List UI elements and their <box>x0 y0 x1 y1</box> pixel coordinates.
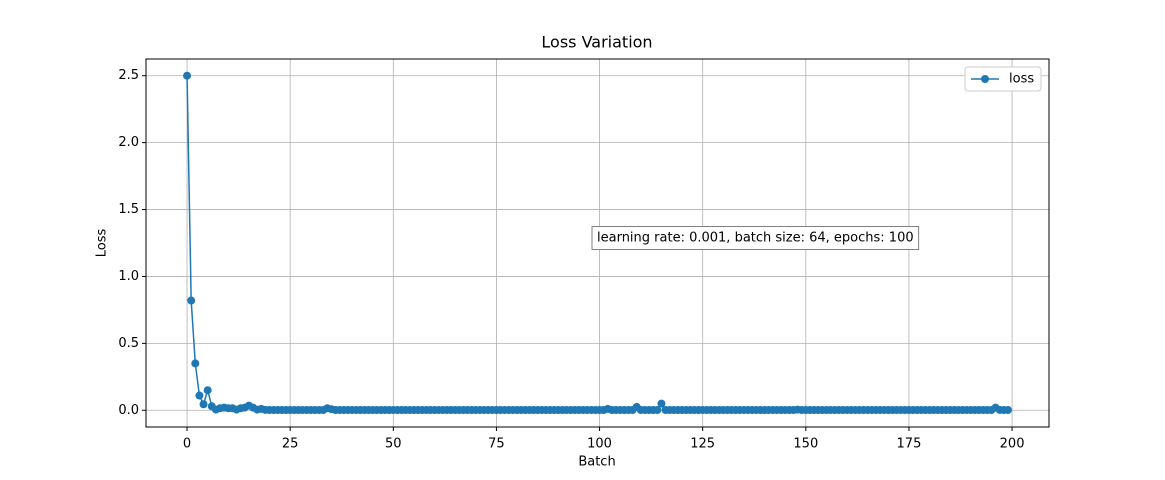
x-tick-label: 100 <box>587 437 612 452</box>
point <box>187 296 196 305</box>
legend-label: loss <box>1009 72 1034 87</box>
x-tick-label: 0 <box>183 437 191 452</box>
point <box>1003 406 1012 415</box>
point <box>203 386 212 395</box>
y-axis-label: Loss <box>95 229 110 258</box>
y-tick-label: 2.0 <box>118 135 139 150</box>
y-tick-label: 1.5 <box>118 202 139 217</box>
point <box>195 391 204 400</box>
x-tick-label: 50 <box>385 437 402 452</box>
x-axis-label: Batch <box>578 455 615 470</box>
point <box>183 71 192 80</box>
point <box>657 399 666 408</box>
annotation: learning rate: 0.001, batch size: 64, ep… <box>597 231 914 246</box>
legend-box <box>964 66 1042 92</box>
y-tick-label: 0.5 <box>118 336 139 351</box>
point <box>653 406 662 415</box>
x-tick-label: 150 <box>793 437 818 452</box>
x-tick-label: 25 <box>282 437 299 452</box>
y-tick-label: 0.0 <box>118 403 139 418</box>
plot-frame <box>145 58 1050 428</box>
x-tick-label: 125 <box>690 437 715 452</box>
x-tick-label: 200 <box>1000 437 1025 452</box>
x-tick-label: 75 <box>488 437 505 452</box>
annotation-box <box>591 226 920 250</box>
point <box>199 400 208 409</box>
point <box>191 359 200 368</box>
x-tick-label: 175 <box>897 437 922 452</box>
y-tick-label: 2.5 <box>118 68 139 83</box>
chart-title: Loss Variation <box>541 33 652 52</box>
legend-marker <box>981 75 989 83</box>
y-tick-label: 1.0 <box>118 269 139 284</box>
